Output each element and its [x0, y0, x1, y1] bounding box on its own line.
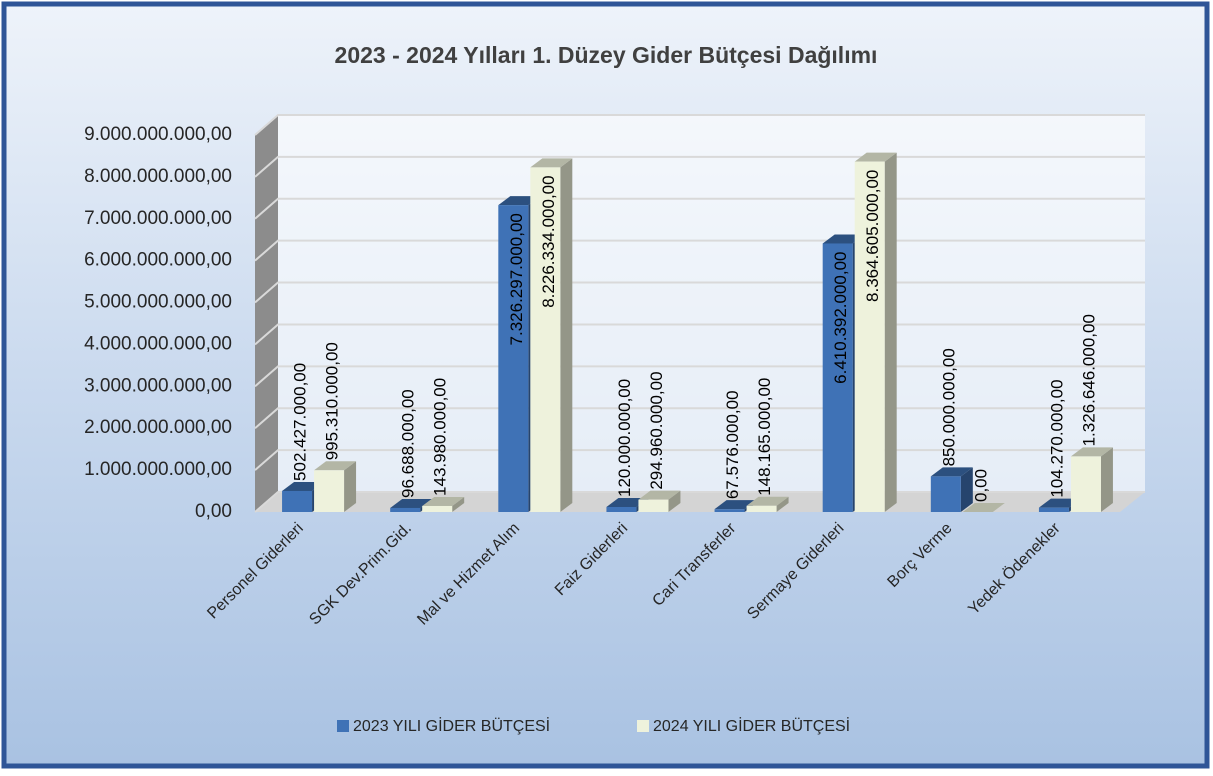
- bar: [930, 476, 961, 512]
- bar: [714, 509, 745, 512]
- bar: [1070, 456, 1101, 512]
- y-tick-label: 7.000.000.000,00: [84, 208, 232, 229]
- y-tick-label: 6.000.000.000,00: [84, 250, 232, 271]
- bar-side: [452, 496, 465, 512]
- data-label: 7.326.297.000,00: [507, 213, 526, 345]
- data-label: 104.270.000,00: [1047, 379, 1066, 497]
- y-tick-label: 1.000.000.000,00: [84, 459, 232, 480]
- bar-top: [314, 461, 357, 471]
- bar-side: [344, 461, 357, 512]
- bar-side: [668, 490, 681, 512]
- bar: [314, 470, 345, 512]
- y-tick-label: 9.000.000.000,00: [84, 124, 232, 145]
- y-tick-label: 8.000.000.000,00: [84, 166, 232, 187]
- bar-top: [962, 503, 1005, 512]
- data-label: 96.688.000,00: [399, 389, 418, 498]
- bar: [638, 499, 669, 512]
- data-label: 502.427.000,00: [291, 363, 310, 481]
- bar-top: [854, 152, 897, 162]
- bar-side: [560, 158, 573, 512]
- legend-label: 2023 YILI GİDER BÜTÇESİ: [353, 716, 550, 735]
- y-tick-label: 2.000.000.000,00: [84, 417, 232, 438]
- y-tick-label: 3.000.000.000,00: [84, 375, 232, 396]
- legend-swatch: [337, 720, 349, 732]
- bar: [606, 506, 637, 512]
- bar: [282, 490, 313, 512]
- data-label: 1.326.646.000,00: [1079, 314, 1098, 446]
- bar: [422, 505, 453, 512]
- floor: [255, 492, 1145, 512]
- bar-side: [884, 152, 897, 512]
- bar: [498, 205, 529, 512]
- data-label: 67.576.000,00: [723, 390, 742, 499]
- data-label: 143.980.000,00: [431, 378, 450, 496]
- legend-swatch: [637, 720, 649, 732]
- bar-top: [498, 196, 541, 206]
- bar-top: [930, 467, 973, 477]
- grid-line: [254, 114, 1145, 136]
- y-tick-label: 4.000.000.000,00: [84, 333, 232, 354]
- bar-top: [1070, 447, 1113, 457]
- data-label: 995.310.000,00: [323, 342, 342, 460]
- data-label: 6.410.392.000,00: [831, 251, 850, 383]
- data-label: 850.000.000,00: [939, 348, 958, 466]
- data-label: 8.364.605.000,00: [863, 170, 882, 302]
- data-label: 120.000.000,00: [615, 379, 634, 497]
- y-tick-label: 0,00: [195, 501, 232, 522]
- bar: [530, 167, 561, 512]
- data-label: 0,00: [971, 469, 990, 502]
- bar: [746, 505, 777, 512]
- bar-top: [822, 234, 865, 244]
- bar-side: [1100, 447, 1113, 512]
- bar: [854, 161, 885, 512]
- bar-top: [1038, 498, 1081, 508]
- bar-top: [746, 496, 789, 506]
- bar-side: [960, 467, 973, 512]
- bar-top: [638, 490, 681, 500]
- bar-top: [530, 158, 573, 168]
- bar-side: [776, 496, 789, 512]
- data-label: 8.226.334.000,00: [539, 175, 558, 307]
- bar-top: [714, 500, 757, 510]
- bar-top: [390, 498, 433, 508]
- bar: [822, 243, 853, 512]
- bar: [390, 507, 421, 512]
- data-label: 294.960.000,00: [647, 371, 666, 489]
- data-label: 148.165.000,00: [755, 378, 774, 496]
- bar-top: [422, 496, 465, 506]
- bar-top: [606, 497, 649, 507]
- bar: [1038, 507, 1069, 512]
- chart-title: 2023 - 2024 Yılları 1. Düzey Gider Bütçe…: [335, 42, 878, 68]
- legend-label: 2024 YILI GİDER BÜTÇESİ: [653, 716, 850, 735]
- back-wall: [278, 115, 1145, 492]
- bar-top: [282, 481, 325, 491]
- grid-line: [254, 155, 1145, 178]
- y-tick-label: 5.000.000.000,00: [84, 292, 232, 313]
